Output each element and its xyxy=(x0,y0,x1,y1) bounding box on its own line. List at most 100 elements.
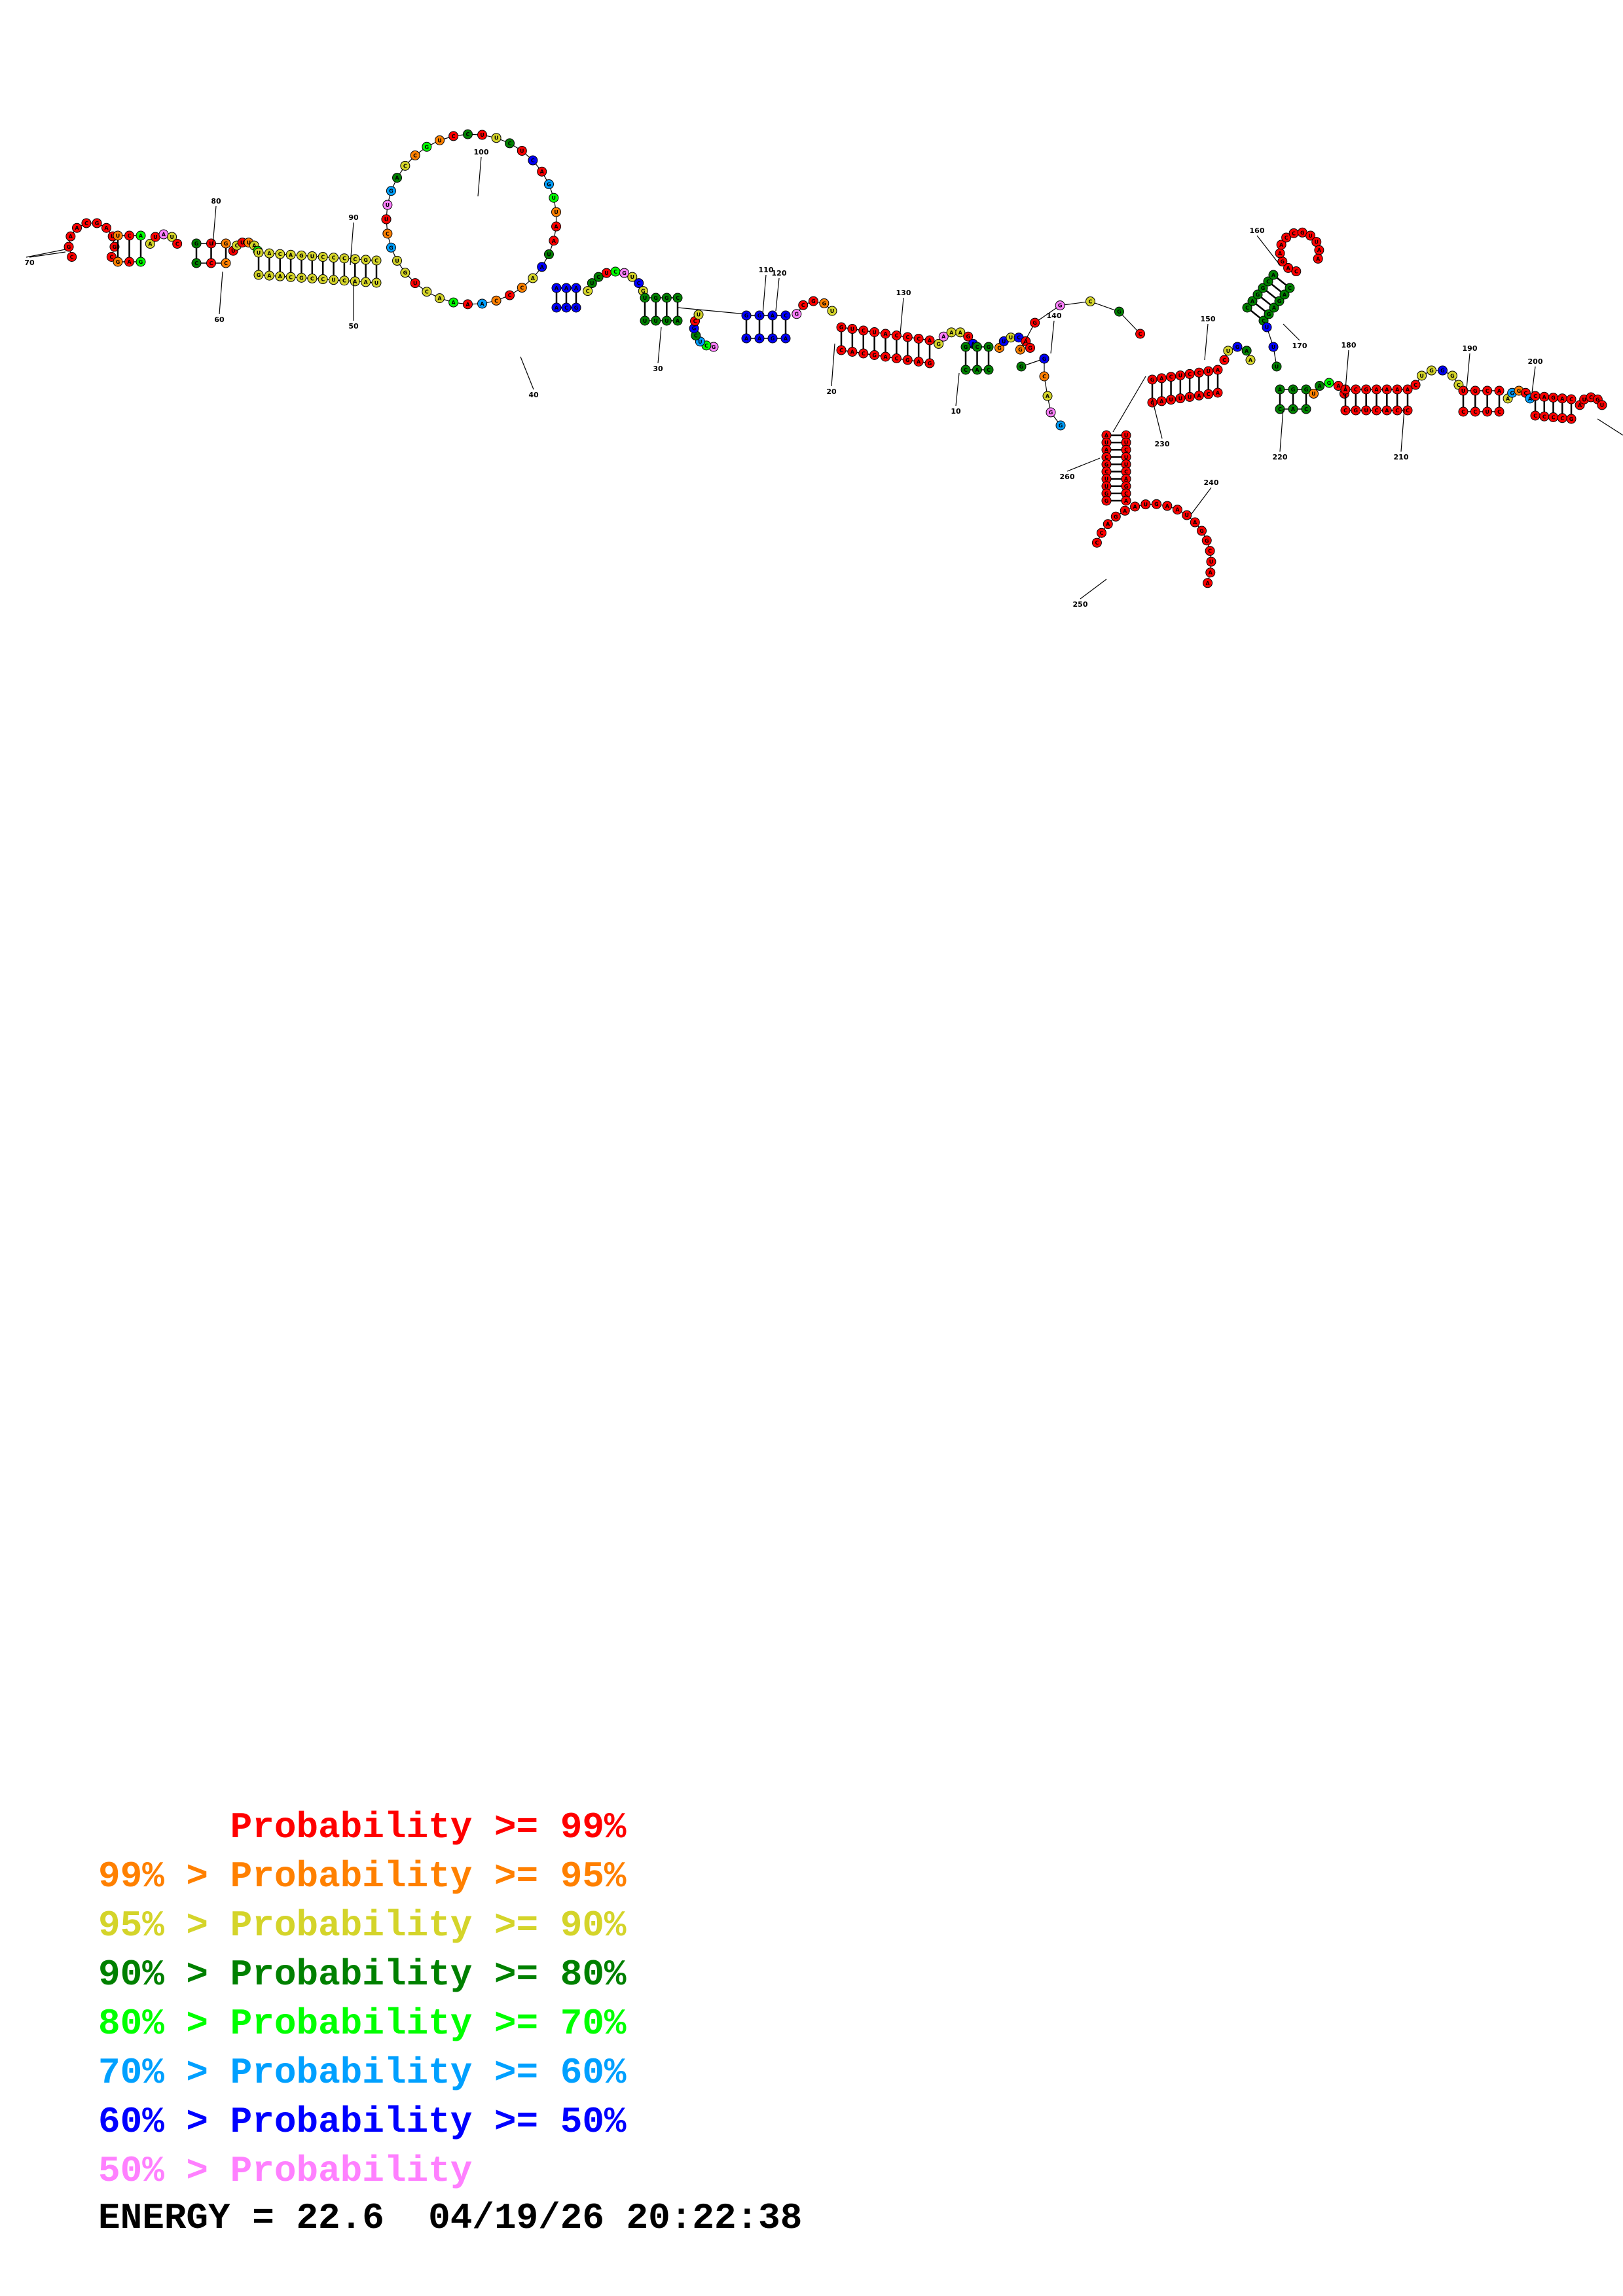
index-label: 260 xyxy=(1060,473,1075,481)
nucleotide-letter: U xyxy=(111,234,115,240)
backbone-segment xyxy=(1112,376,1146,433)
nucleotide-letter: A xyxy=(744,336,749,342)
nucleotide-letter: U xyxy=(1188,394,1192,400)
index-label: 30 xyxy=(653,365,663,373)
nucleotide-circle xyxy=(543,179,554,189)
nucleotide-letter: A xyxy=(1336,384,1341,389)
nucleotide-letter: C xyxy=(1375,408,1379,414)
nucleotide-letter: A xyxy=(1271,272,1276,278)
nucleotide-circle xyxy=(955,327,966,338)
nucleotide-letter: A xyxy=(1286,265,1290,271)
nucleotide-circle xyxy=(1276,240,1286,250)
index-tick xyxy=(1256,235,1281,266)
nucleotide-circle xyxy=(124,257,134,267)
nucleotide-letter: G xyxy=(1104,491,1109,497)
nucleotide-circle xyxy=(1301,384,1311,395)
nucleotide-letter: A xyxy=(555,305,559,311)
nucleotide-circle xyxy=(1301,404,1311,414)
nucleotide-letter: A xyxy=(1343,387,1348,393)
nucleotide-circle xyxy=(819,298,830,308)
nucleotide-circle xyxy=(113,230,123,241)
nucleotide-letter: C xyxy=(224,260,228,266)
nucleotide-circle xyxy=(902,355,913,365)
nucleotide-letter: C xyxy=(1124,469,1128,475)
nucleotide-letter: U xyxy=(240,240,245,246)
nucleotide-circle xyxy=(505,138,515,149)
nucleotide-letter: U xyxy=(170,234,174,240)
nucleotide-letter: A xyxy=(267,251,272,257)
nucleotide-letter: A xyxy=(1283,292,1287,298)
nucleotide-letter: G xyxy=(194,241,199,247)
nucleotide-letter: C xyxy=(413,152,417,158)
nucleotide-circle xyxy=(1245,355,1256,365)
nucleotide-letter: U xyxy=(1124,461,1129,467)
index-tick xyxy=(1466,353,1470,390)
nucleotide-letter: G xyxy=(964,344,968,350)
nucleotide-letter: G xyxy=(665,295,669,301)
nucleotide-letter: C xyxy=(289,274,293,280)
legend-label: Probability >= 80% xyxy=(230,1954,627,1996)
nucleotide-circle xyxy=(382,200,393,210)
nucleotide-circle xyxy=(1566,414,1577,424)
nucleotide-letter: G xyxy=(574,305,579,311)
nucleotide-letter: A xyxy=(1024,338,1029,344)
nucleotide-circle xyxy=(1030,317,1040,328)
nucleotide-circle xyxy=(808,296,818,306)
nucleotide-circle xyxy=(285,249,296,260)
nucleotide-letter: A xyxy=(1528,396,1533,402)
nucleotide-letter: G xyxy=(1304,387,1309,393)
nucleotide-letter: G xyxy=(1042,356,1047,362)
nucleotide-circle xyxy=(435,135,445,145)
nucleotide-letter: C xyxy=(1188,371,1192,377)
nucleotide-circle xyxy=(253,270,264,280)
nucleotide-letter: A xyxy=(975,367,979,373)
index-tick xyxy=(775,278,780,312)
nucleotide-letter: C xyxy=(1413,382,1417,388)
nucleotide-letter: C xyxy=(894,333,898,339)
nucleotide-letter: U xyxy=(1265,325,1269,331)
nucleotide-circle xyxy=(1315,381,1325,391)
legend-row-p95: 99% > Probability >= 95% xyxy=(98,1852,627,1901)
nucleotide-circle xyxy=(422,287,432,297)
nucleotide-letter: U xyxy=(1461,388,1466,394)
nucleotide-letter: A xyxy=(1406,387,1410,393)
nucleotide-letter: C xyxy=(508,141,512,147)
nucleotide-letter: A xyxy=(1216,390,1220,396)
nucleotide-letter: C xyxy=(1486,388,1489,394)
nucleotide-circle xyxy=(517,145,527,156)
nucleotide-letter: G xyxy=(257,272,261,278)
nucleotide-circle xyxy=(136,230,146,241)
nucleotide-letter: C xyxy=(1042,374,1046,380)
nucleotide-circle xyxy=(561,302,572,313)
nucleotide-circle xyxy=(1166,395,1176,405)
nucleotide-letter: A xyxy=(148,241,153,247)
nucleotide-circle xyxy=(780,333,791,344)
nucleotide-letter: A xyxy=(289,252,293,258)
nucleotide-letter: C xyxy=(1304,406,1308,412)
nucleotide-letter: C xyxy=(1104,454,1108,460)
nucleotide-letter: U xyxy=(653,318,658,324)
nucleotide-circle xyxy=(1262,322,1272,332)
nucleotide-letter: G xyxy=(1114,514,1118,520)
nucleotide-letter: G xyxy=(389,188,393,194)
index-tick xyxy=(1191,487,1212,514)
nucleotide-letter: U xyxy=(1124,454,1129,460)
nucleotide-letter: C xyxy=(109,255,113,260)
nucleotide-letter: C xyxy=(1497,409,1501,415)
nucleotide-circle xyxy=(1597,400,1607,410)
nucleotide-circle xyxy=(410,150,420,160)
nucleotide-letter: C xyxy=(1169,374,1173,380)
nucleotide-circle xyxy=(869,327,880,337)
nucleotide-circle xyxy=(1039,371,1049,382)
nucleotide-letter: A xyxy=(552,238,556,244)
nucleotide-letter: C xyxy=(1104,469,1108,475)
nucleotide-letter: A xyxy=(1250,298,1255,304)
nucleotide-circle xyxy=(537,262,547,272)
nucleotide-letter: G xyxy=(757,313,762,319)
index-tick xyxy=(1283,323,1300,341)
nucleotide-letter: C xyxy=(386,231,390,237)
nucleotide-circle xyxy=(1381,384,1392,395)
nucleotide-circle xyxy=(264,248,274,259)
nucleotide-letter: U xyxy=(1009,335,1013,341)
nucleotide-circle xyxy=(1340,405,1351,416)
